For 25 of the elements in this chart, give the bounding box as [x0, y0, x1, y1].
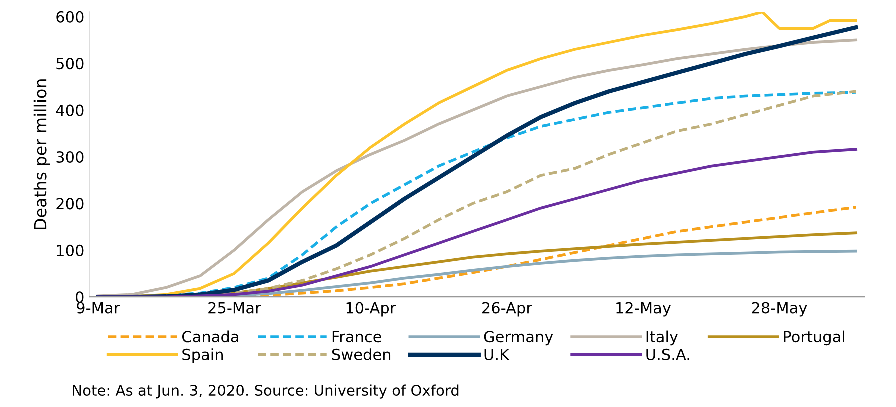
y-tick-label: 600: [56, 11, 84, 23]
y-tick-label: 500: [56, 58, 84, 70]
x-tick-label: 28-May: [752, 302, 808, 317]
legend-label: U.K: [484, 349, 510, 360]
legend-label: Sweden: [332, 348, 391, 360]
x-tick-label: 26-Apr: [482, 302, 532, 317]
legend-label: Italy: [646, 330, 678, 346]
line-series: [96, 148, 858, 298]
legend-label: Spain: [182, 348, 224, 364]
x-tick-label: 25-Mar: [208, 302, 262, 314]
y-tick-label: 300: [56, 151, 84, 164]
x-tick-label: 10-Apr: [346, 302, 396, 317]
x-tick-label: 12-May: [616, 302, 672, 317]
y-tick-label: 400: [56, 104, 84, 116]
legend-label: Germany: [484, 331, 554, 346]
text: Note: As at Jun. 3, 2020. Source: University of Oxford: [73, 384, 459, 399]
y-tick-label: 200: [56, 198, 84, 210]
x-tick-label: 9-Mar: [77, 302, 120, 314]
legend-label: U.S.A.: [646, 348, 690, 360]
y-axis-title: Deaths per million: [34, 80, 50, 230]
legend-label: Canada: [182, 330, 238, 343]
y-tick-label: 0: [76, 292, 84, 304]
legend-label: Portugal: [784, 330, 844, 346]
y-tick-label: 100: [57, 244, 84, 256]
legend-label: France: [332, 331, 382, 343]
